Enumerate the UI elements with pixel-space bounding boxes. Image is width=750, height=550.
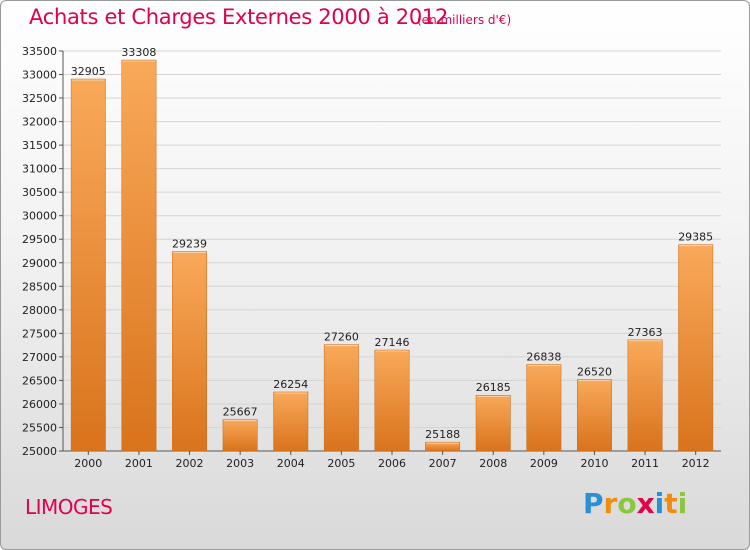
value-label: 26185 <box>476 381 511 394</box>
x-tick-label: 2010 <box>580 457 608 470</box>
bar-2000 <box>70 78 106 452</box>
bar-2009 <box>526 364 562 452</box>
bar-2011 <box>627 339 663 452</box>
x-axis-ticks: 2000 2001 2002 2003 2004 2005 2006 2007 2008 2009… <box>74 451 710 470</box>
city-name: LIMOGES <box>25 495 113 519</box>
x-tick-label: 2008 <box>479 457 507 470</box>
y-tick-label: 28000 <box>22 304 57 317</box>
value-label: 32905 <box>71 65 106 78</box>
value-label: 26254 <box>273 378 308 391</box>
value-label: 33308 <box>121 46 156 59</box>
bar-2003 <box>222 419 258 452</box>
y-tick-label: 31000 <box>22 163 57 176</box>
value-label: 26838 <box>526 351 561 364</box>
value-label: 26520 <box>577 365 612 378</box>
value-label: 25188 <box>425 428 460 441</box>
chart-title: Achats et Charges Externes 2000 à 2012 <box>29 5 449 29</box>
x-tick-label: 2000 <box>74 457 102 470</box>
x-tick-label: 2006 <box>378 457 406 470</box>
value-labels: 32905 33308 29239 25667 26254 27260 27146 25188… <box>71 46 713 441</box>
value-label: 27146 <box>375 336 410 349</box>
bar-2005 <box>323 344 359 452</box>
y-tick-label: 25000 <box>22 445 57 458</box>
x-tick-label: 2009 <box>530 457 558 470</box>
value-label: 29239 <box>172 238 207 251</box>
y-tick-label: 27000 <box>22 351 57 364</box>
y-tick-label: 33500 <box>22 45 57 58</box>
x-tick-label: 2004 <box>277 457 305 470</box>
y-tick-label: 32000 <box>22 116 57 129</box>
x-tick-label: 2002 <box>176 457 204 470</box>
x-tick-label: 2007 <box>429 457 457 470</box>
y-tick-label: 29000 <box>22 257 57 270</box>
value-label: 27363 <box>628 326 663 339</box>
y-tick-label: 28500 <box>22 280 57 293</box>
value-label: 29385 <box>678 231 713 244</box>
value-label: 25667 <box>223 406 258 419</box>
bar-2001 <box>121 59 157 452</box>
y-tick-label: 27500 <box>22 327 57 340</box>
y-tick-label: 33000 <box>22 69 57 82</box>
y-tick-label: 31500 <box>22 139 57 152</box>
x-tick-label: 2012 <box>682 457 710 470</box>
value-label: 27260 <box>324 331 359 344</box>
bar-2002 <box>172 251 207 452</box>
y-tick-label: 26500 <box>22 374 57 387</box>
y-tick-label: 30000 <box>22 210 57 223</box>
x-tick-label: 2011 <box>631 457 659 470</box>
x-tick-label: 2001 <box>125 457 153 470</box>
chart-subtitle: (en milliers d'€) <box>417 13 512 27</box>
bar-2010 <box>577 379 612 452</box>
bar-2006 <box>374 349 410 452</box>
x-tick-label: 2005 <box>327 457 355 470</box>
y-tick-label: 26000 <box>22 398 57 411</box>
bars <box>70 59 714 452</box>
y-tick-label: 32500 <box>22 92 57 105</box>
y-tick-label: 25500 <box>22 421 57 434</box>
y-tick-label: 30500 <box>22 186 57 199</box>
bar-2008 <box>475 394 511 452</box>
x-tick-label: 2003 <box>226 457 254 470</box>
y-tick-label: 29500 <box>22 233 57 246</box>
proxiti-logo: Proxiti <box>583 487 688 520</box>
bar-2012 <box>678 244 714 452</box>
y-axis-ticks: 25000 25500 26000 26500 27000 27500 28000 28500… <box>22 45 63 458</box>
bar-2004 <box>273 391 309 452</box>
